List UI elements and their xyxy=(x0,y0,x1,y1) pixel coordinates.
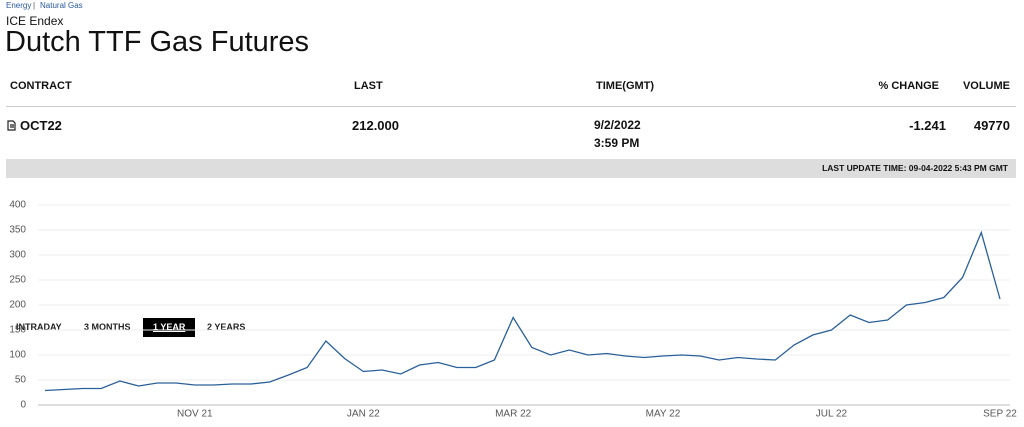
column-header: VOLUME xyxy=(962,80,1010,92)
time: 3:59 PM xyxy=(594,136,640,150)
breadcrumb-separator: | xyxy=(33,1,36,10)
contract[interactable]: OCT22 xyxy=(20,118,62,133)
price-line xyxy=(44,230,1001,392)
tab[interactable]: INTRADAY xyxy=(16,322,62,332)
column-header: CONTRACT xyxy=(10,80,72,92)
y-tick-label: 100 xyxy=(9,350,26,361)
column-header: TIME(GMT) xyxy=(596,80,655,92)
chart: 0 50 100 150 200 250 300 350 400 NOV 21 JAN 22 MAR … xyxy=(9,200,1017,420)
tab[interactable]: 2 YEARS xyxy=(207,322,246,332)
x-tick-label: JUL 22 xyxy=(816,409,848,420)
y-tick-label: 300 xyxy=(9,250,26,261)
breadcrumb[interactable]: Natural Gas xyxy=(40,1,83,10)
x-tick-label: SEP 22 xyxy=(983,409,1017,420)
x-tick-label: MAR 22 xyxy=(495,409,532,420)
volume: 49770 xyxy=(973,118,1010,133)
x-tick-label: NOV 21 xyxy=(177,409,213,420)
page-title: Dutch TTF Gas Futures xyxy=(5,26,310,58)
y-tick-label: 400 xyxy=(9,200,26,211)
x-tick-label: MAY 22 xyxy=(646,409,681,420)
column-header: LAST xyxy=(354,80,383,92)
y-tick-label: 250 xyxy=(9,275,26,286)
date: 9/2/2022 xyxy=(594,118,641,132)
change: -1.241 xyxy=(909,118,946,133)
y-tick-label: 0 xyxy=(20,400,26,411)
y-tick-label: 350 xyxy=(9,225,26,236)
tab[interactable]: 1 YEAR xyxy=(143,318,196,337)
doc-icon[interactable] xyxy=(7,120,16,131)
tab-bar: INTRADAY 3 MONTHS 1 YEAR 2 YEARS xyxy=(6,159,1016,337)
tab[interactable]: 3 MONTHS xyxy=(84,322,131,332)
y-tick-label: 50 xyxy=(15,375,27,386)
exchange: ICE Endex xyxy=(6,14,64,28)
column-header: % CHANGE xyxy=(878,80,939,92)
y-tick-label: 200 xyxy=(9,300,26,311)
x-tick-label: JAN 22 xyxy=(347,409,380,420)
y-tick-label: 150 xyxy=(9,325,26,336)
last-update: LAST UPDATE TIME: 09-04-2022 5:43 PM GMT xyxy=(822,163,1008,173)
divider xyxy=(6,106,1016,107)
last: 212.000 xyxy=(352,118,399,133)
breadcrumb[interactable]: Energy xyxy=(6,1,32,10)
